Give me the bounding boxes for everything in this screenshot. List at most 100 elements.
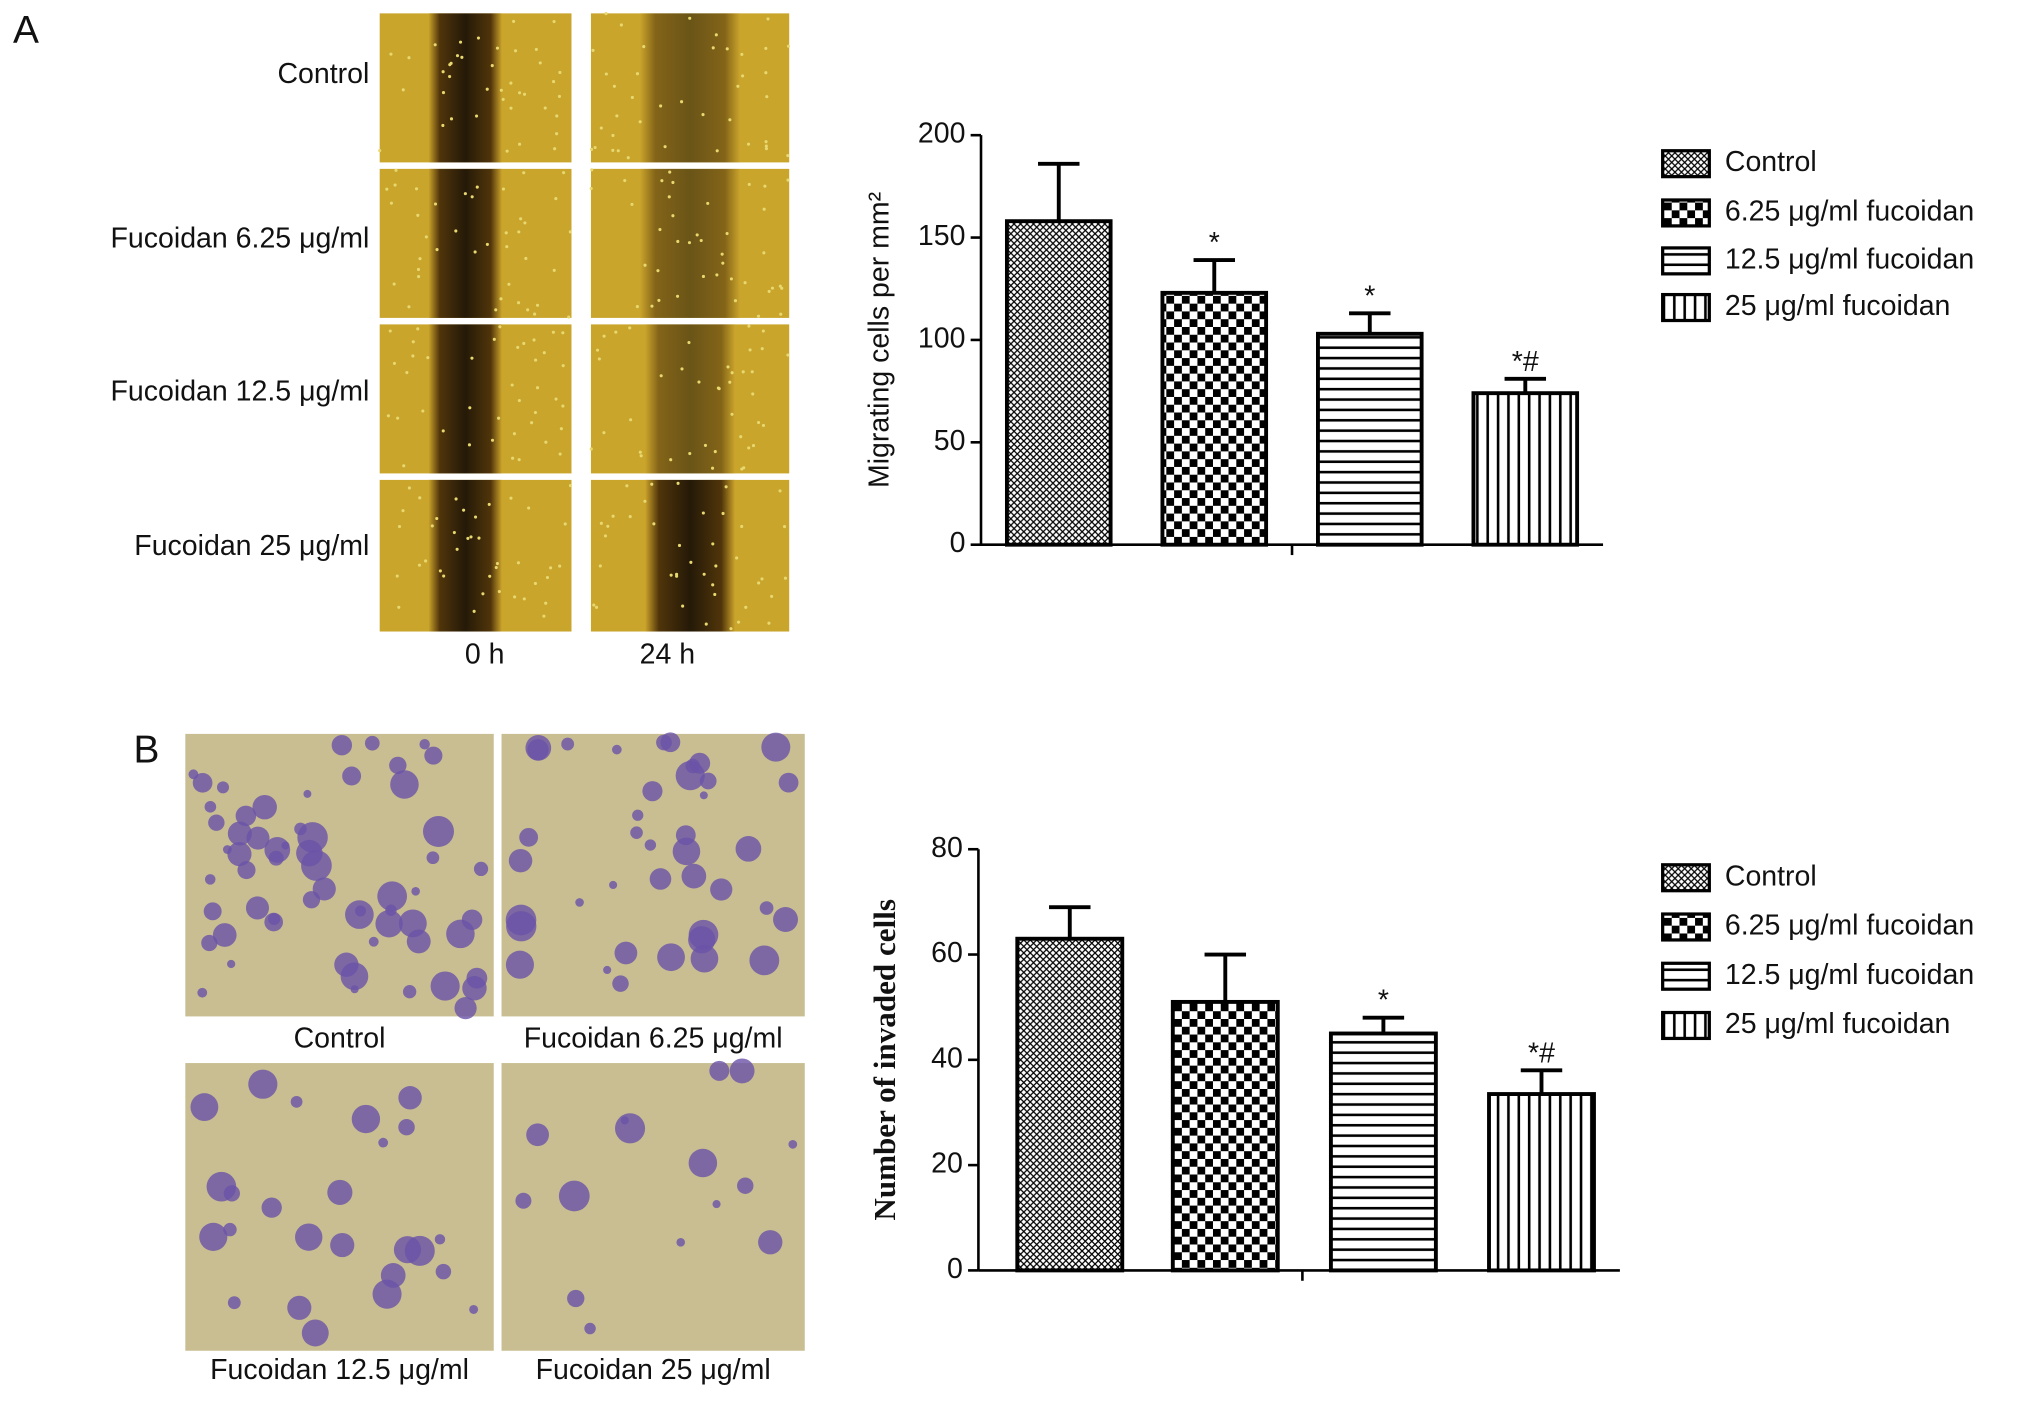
image-label: Fucoidan 12.5 μg/ml (210, 1354, 469, 1386)
cell-speck (675, 572, 679, 576)
cell-speck (590, 168, 594, 172)
cell-speck (397, 605, 401, 609)
cell-speck (746, 142, 751, 146)
cell-speck (435, 248, 439, 252)
cell-speck (474, 114, 479, 118)
cell-speck (714, 33, 718, 37)
cell-speck (389, 52, 393, 56)
stained-cell (712, 1200, 721, 1209)
cell-speck (551, 330, 555, 334)
stained-cell (737, 1177, 754, 1194)
significance-mark: * (1364, 280, 1375, 312)
stained-cell (190, 1093, 219, 1122)
cell-speck (706, 201, 710, 205)
cell-speck (724, 485, 728, 489)
y-tick-label: 200 (918, 118, 966, 150)
row-label: Control (277, 58, 369, 90)
cell-speck (532, 338, 536, 342)
cell-speck (611, 133, 615, 138)
cell-speck (518, 91, 522, 95)
cell-speck (599, 521, 603, 525)
cell-speck (715, 149, 719, 153)
cell-speck (501, 187, 506, 191)
y-tick-label: 40 (931, 1042, 963, 1074)
stained-cell (526, 1123, 549, 1147)
cell-speck (764, 71, 768, 75)
stained-cell (331, 734, 353, 756)
bar (1316, 331, 1424, 547)
y-axis-label: Number of invaded cells (867, 899, 902, 1221)
cell-speck (467, 443, 472, 447)
y-tick-label: 50 (934, 425, 966, 457)
stained-cell (644, 839, 657, 851)
legend-label: 25 μg/ml fucoidan (1725, 290, 1951, 322)
cell-speck (505, 149, 509, 153)
cell-speck (522, 171, 526, 175)
cell-speck (492, 337, 496, 341)
cell-speck (558, 452, 562, 456)
cell-speck (656, 269, 660, 273)
stained-cell (699, 791, 708, 800)
cell-speck (561, 331, 565, 335)
cell-speck (416, 327, 420, 331)
stained-cell (364, 735, 380, 751)
stained-cell (675, 825, 696, 846)
cell-speck (778, 489, 782, 493)
cell-speck (488, 574, 492, 578)
legend-swatch (1661, 1010, 1711, 1041)
cell-speck (756, 314, 761, 318)
cell-speck (766, 17, 770, 21)
cell-speck (523, 221, 527, 225)
stained-cell (508, 848, 533, 873)
cell-speck (591, 48, 595, 52)
stained-cell (368, 936, 379, 947)
cell-speck (783, 576, 788, 580)
stained-cell (612, 744, 622, 755)
cell-speck (448, 63, 452, 67)
cell-speck (557, 94, 562, 98)
cell-speck (730, 412, 734, 416)
cell-speck (441, 70, 445, 74)
cell-speck (411, 354, 415, 358)
cell-speck (751, 392, 755, 396)
cell-speck (748, 348, 752, 352)
cell-speck (470, 356, 474, 360)
cell-speck (490, 438, 495, 442)
cell-speck (542, 614, 546, 618)
cell-speck (611, 148, 615, 152)
cell-speck (739, 435, 743, 439)
cell-speck (592, 603, 596, 607)
stained-cell (377, 881, 408, 912)
stained-cell (778, 772, 799, 793)
cell-speck (497, 416, 501, 420)
cell-speck (715, 273, 719, 277)
cell-speck (747, 324, 751, 328)
cell-speck (476, 36, 481, 40)
image-label: Fucoidan 25 μg/ml (536, 1354, 771, 1386)
cell-speck (721, 261, 725, 265)
y-tick-label: 80 (931, 832, 963, 864)
stained-cell (466, 967, 488, 989)
row-label: Fucoidan 6.25 μg/ml (111, 223, 370, 255)
cell-speck (594, 605, 599, 609)
cell-speck (756, 420, 761, 425)
cell-speck (552, 80, 556, 84)
stained-cell (296, 839, 323, 867)
stained-cell (227, 1296, 241, 1310)
cell-speck (517, 301, 521, 305)
cell-speck (589, 147, 594, 151)
cell-speck (401, 509, 405, 513)
legend-label: 25 μg/ml fucoidan (1725, 1008, 1951, 1040)
cell-speck (401, 88, 405, 92)
legend-label: 6.25 μg/ml fucoidan (1725, 195, 1974, 227)
cell-speck (469, 535, 473, 539)
cell-speck (687, 341, 691, 345)
cell-speck (604, 72, 608, 76)
stained-cell (519, 827, 539, 847)
image-label: Fucoidan 6.25 μg/ml (524, 1022, 783, 1054)
cell-speck (386, 414, 390, 418)
stained-cell (615, 1113, 646, 1144)
cell-speck (519, 217, 523, 221)
